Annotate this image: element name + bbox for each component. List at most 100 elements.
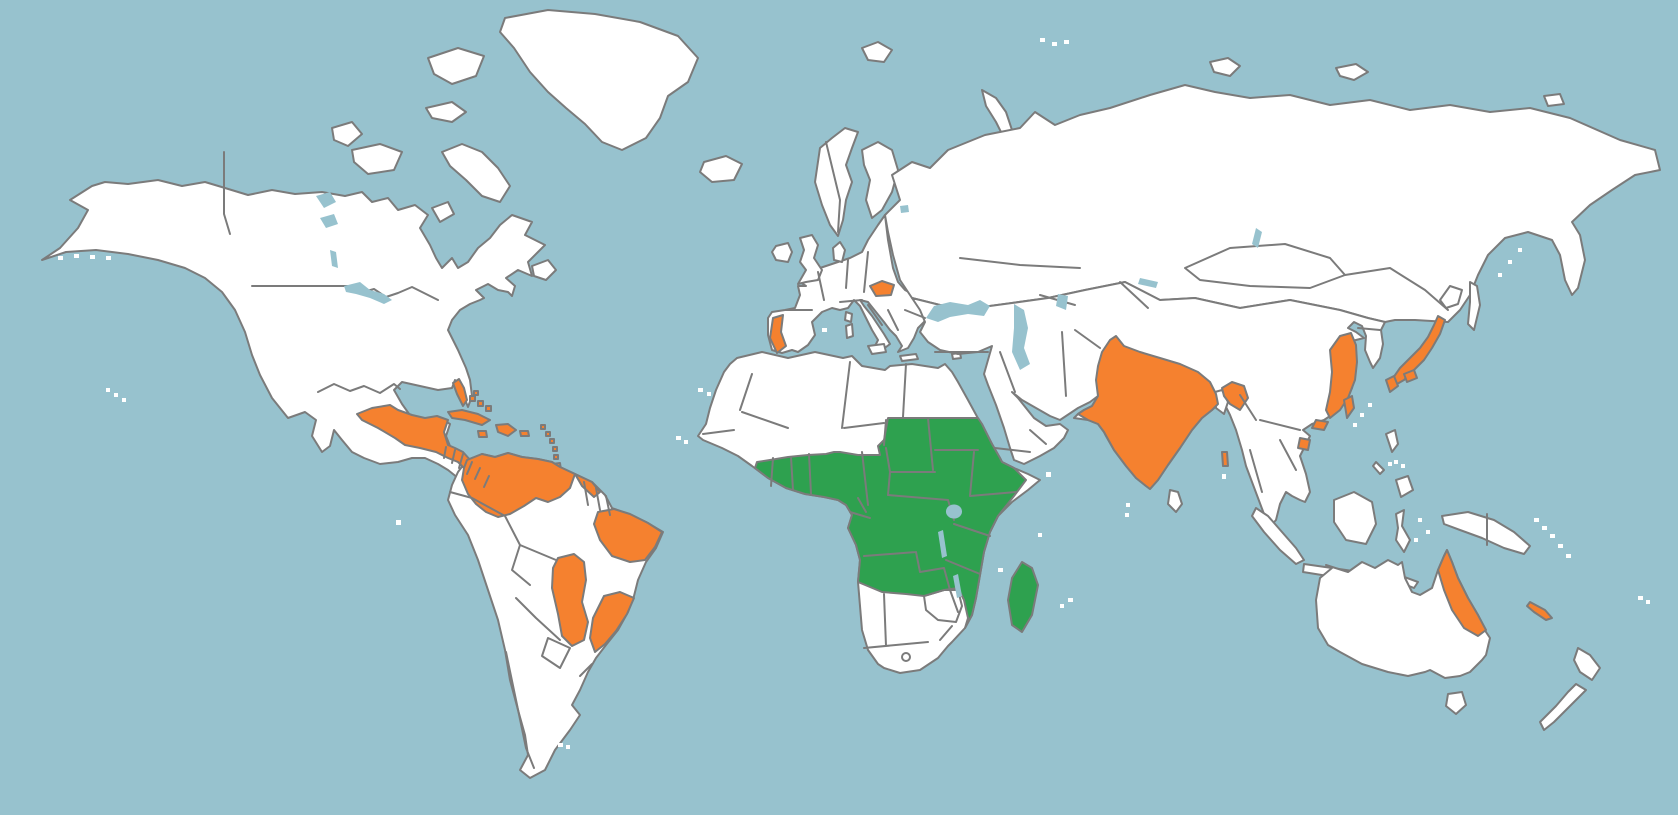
island-mindanao [1395, 475, 1414, 498]
island-nz-north [1573, 647, 1601, 681]
island-sakhalin [1467, 281, 1481, 331]
range-orange-shikoku [1403, 369, 1418, 383]
landmasses [41, 9, 1661, 779]
range-orange-jamaica [477, 430, 488, 438]
island-sri-lanka [1167, 489, 1183, 513]
island-iceland [699, 155, 743, 183]
range-orange-northeast-india [1221, 381, 1249, 411]
border-china-russia [1344, 267, 1449, 331]
specks-hawaii [106, 388, 126, 402]
island-crete [899, 353, 919, 362]
border-gabon-congo [849, 497, 871, 519]
border-arabia [994, 429, 1047, 453]
range-orange-brazil-central [551, 553, 589, 647]
country-borders [223, 141, 1488, 769]
specks-franz-josef [1040, 38, 1069, 46]
range-orange-new-caledonia [1526, 601, 1553, 621]
island-newfoundland [531, 259, 557, 281]
range-orange-india [1077, 335, 1219, 490]
lake-tanganyika [938, 530, 947, 558]
island-svalbard [861, 41, 893, 63]
border-south-america-west [449, 491, 561, 769]
range-orange-hainan [1297, 437, 1311, 451]
island-southampton [431, 201, 455, 223]
lake-great-slave [320, 214, 338, 228]
island-ireland [771, 242, 793, 263]
range-orange-brazil-southeast [589, 591, 635, 653]
island-victoria [351, 143, 403, 175]
specks-fiji [1638, 596, 1650, 604]
border-lesotho [901, 652, 911, 662]
lake-great-lakes [344, 282, 392, 304]
range-orange-puerto-rico [519, 430, 530, 437]
specks-ryukyu [1353, 403, 1372, 427]
border-north-africa [702, 361, 907, 446]
island-sumatra [1251, 507, 1305, 565]
border-paraguay-uruguay [541, 637, 593, 677]
stroked-layers [41, 9, 1661, 779]
border-balkans [867, 304, 926, 331]
island-baffin [441, 143, 511, 203]
border-iran [934, 329, 1101, 397]
range-orange-hispaniola [495, 423, 517, 437]
border-green-west-strip [770, 453, 812, 495]
landmass-greenland [499, 9, 699, 151]
island-sardinia [845, 323, 854, 339]
island-sulawesi [1395, 509, 1411, 553]
sea-black [926, 300, 990, 322]
island-sicily [867, 343, 887, 355]
island-corsica [844, 311, 853, 323]
border-central-america [443, 446, 490, 488]
border-alaska-canada [223, 151, 231, 235]
island-tasmania [1445, 691, 1467, 715]
lake-great-bear [316, 192, 336, 208]
island-nz-south [1539, 683, 1587, 731]
range-orange-brazil-northeast [593, 508, 663, 563]
lake-baikal [1252, 228, 1262, 248]
range-orange-china-coast [1325, 332, 1358, 419]
border-ethiopia [969, 451, 1017, 497]
range-green-madagascar [1007, 561, 1039, 633]
range-orange-austria [869, 280, 895, 297]
lake-winnipeg [330, 250, 338, 268]
border-chad-sudan [889, 417, 979, 473]
lake-balkhash [1138, 278, 1158, 288]
specks-galapagos [396, 520, 401, 525]
island-borneo [1333, 491, 1377, 545]
range-orange-andaman [1221, 451, 1229, 467]
border-usa-mexico [317, 383, 401, 394]
range-orange-queensland [1437, 549, 1487, 637]
island-severnaya-zemlya [1209, 57, 1241, 77]
specks-falklands [558, 743, 570, 749]
specks-canary-cape-verde [676, 388, 711, 444]
range-orange-bahamas [469, 390, 492, 412]
water-features [316, 192, 1262, 598]
range-orange-florida [452, 378, 468, 407]
specks-philippines-visayas [1388, 460, 1405, 468]
lake-aral [1056, 294, 1068, 310]
range-orange-kyushu [1385, 375, 1399, 393]
specks-kurils [1498, 248, 1522, 277]
specks-nicobar [1222, 474, 1226, 479]
island-wrangel [1543, 93, 1565, 107]
island-devon [425, 101, 467, 123]
range-orange-portugal [769, 314, 787, 354]
border-angola-zambia [863, 551, 981, 613]
island-banks [331, 121, 363, 147]
specks-melanesia [1534, 518, 1571, 558]
lake-malawi [953, 574, 962, 598]
border-norway-sweden [825, 141, 841, 233]
range-orange-guangdong [1311, 419, 1329, 431]
lake-ladoga [900, 205, 909, 213]
specks-balearic [822, 328, 827, 332]
landmass-finland [861, 141, 899, 219]
border-southern-africa [863, 593, 953, 649]
landmass-europe [767, 214, 929, 354]
landmass-denmark [832, 241, 846, 263]
island-great-britain [797, 234, 823, 285]
island-specks [58, 38, 1650, 749]
lake-victoria [945, 504, 963, 519]
border-europe-west [785, 251, 869, 311]
